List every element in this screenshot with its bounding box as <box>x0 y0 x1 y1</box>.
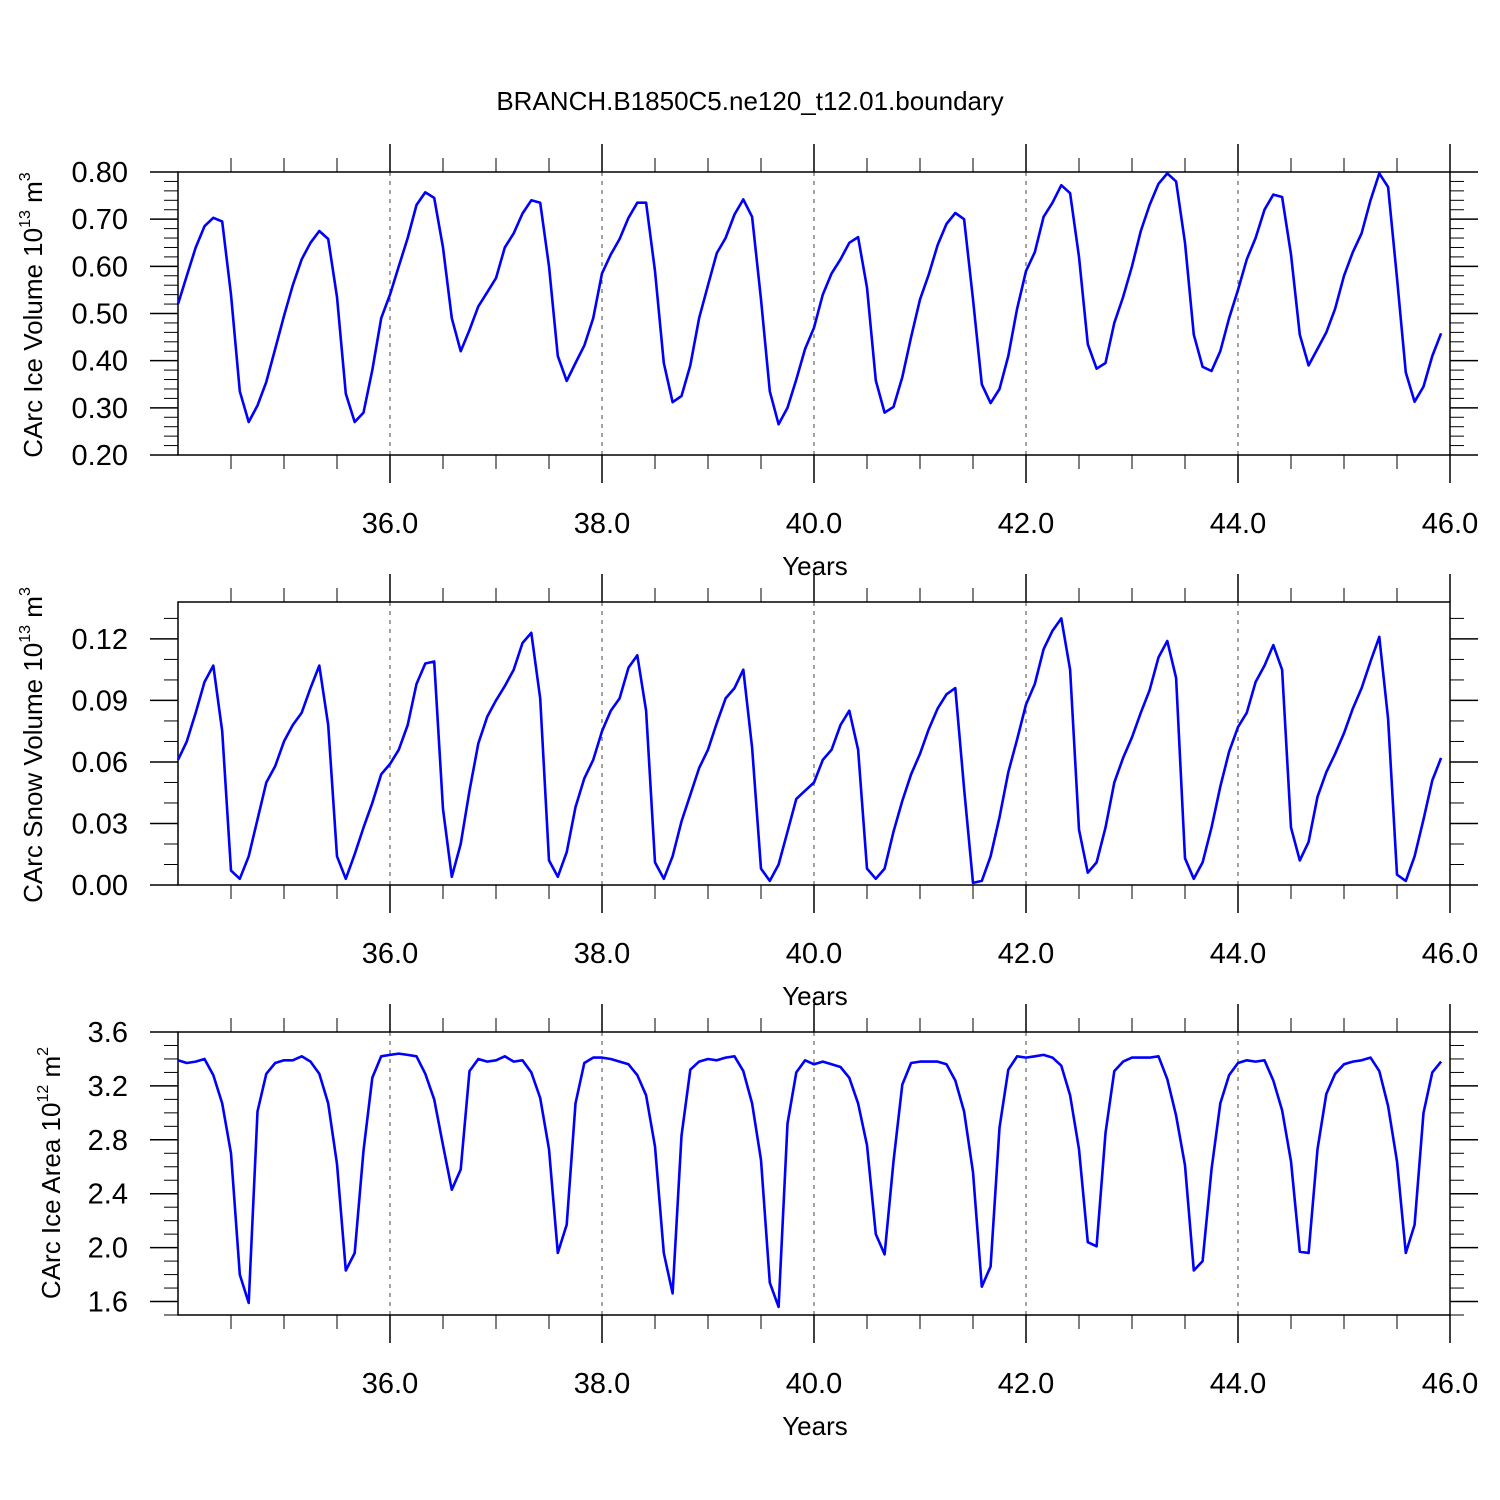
x-tick-label: 36.0 <box>362 938 418 970</box>
x-tick-label: 36.0 <box>362 508 418 540</box>
y-tick-label: 0.06 <box>72 747 128 779</box>
figure-title: BRANCH.B1850C5.ne120_t12.01.boundary <box>496 86 1003 116</box>
y-tick-label: 1.6 <box>88 1287 128 1319</box>
x-tick-label: 38.0 <box>574 938 630 970</box>
y-axis-label: CArc Ice Area 1012 m2 <box>35 1047 66 1299</box>
x-tick-label: 42.0 <box>998 508 1054 540</box>
series-line <box>176 172 1443 426</box>
y-tick-label: 3.2 <box>88 1071 128 1103</box>
panel-ice-area: 1.6 2.0 2.4 2.8 3.2 3.6 36.0 38.0 40.0 42.0 44.0 46… <box>35 1004 1478 1441</box>
x-tick-label: 38.0 <box>574 1368 630 1400</box>
series-line <box>176 617 1443 885</box>
y-tick-label: 2.4 <box>88 1179 128 1211</box>
y-tick-label: 0.60 <box>72 251 128 283</box>
y-tick-label: 0.12 <box>72 624 128 656</box>
y-tick-label: 0.80 <box>72 157 128 189</box>
y-tick-label: 0.03 <box>72 808 128 840</box>
y-tick-label: 0.30 <box>72 393 128 425</box>
y-tick-label: 0.50 <box>72 299 128 331</box>
y-tick-label: 0.20 <box>72 440 128 472</box>
x-axis-label: Years <box>782 981 848 1011</box>
x-tick-label: 42.0 <box>998 938 1054 970</box>
x-tick-label: 46.0 <box>1422 938 1478 970</box>
y-tick-label: 0.00 <box>72 870 128 902</box>
y-tick-label: 2.8 <box>88 1125 128 1157</box>
x-axis-label: Years <box>782 551 848 581</box>
x-tick-label: 46.0 <box>1422 508 1478 540</box>
x-axis-label: Years <box>782 1411 848 1441</box>
x-tick-label: 38.0 <box>574 508 630 540</box>
y-axis-label: CArc Ice Volume 1013 m3 <box>17 172 48 457</box>
x-tick-label: 40.0 <box>786 508 842 540</box>
y-tick-label: 0.09 <box>72 685 128 717</box>
x-tick-label: 40.0 <box>786 938 842 970</box>
panel-snow-volume: 0.00 0.03 0.06 0.09 0.12 36.0 38.0 40.0 42.0 44.0… <box>17 574 1478 1011</box>
y-tick-label: 0.70 <box>72 204 128 236</box>
y-tick-label: 3.6 <box>88 1017 128 1049</box>
x-tick-label: 42.0 <box>998 1368 1054 1400</box>
x-tick-label: 36.0 <box>362 1368 418 1400</box>
y-tick-label: 2.0 <box>88 1233 128 1265</box>
panel-ice-volume: 0.20 0.30 0.40 0.50 0.60 0.70 0.80 36.0 38.0 40.0… <box>17 144 1478 581</box>
x-tick-label: 40.0 <box>786 1368 842 1400</box>
series-line <box>177 1052 1443 1309</box>
x-tick-label: 46.0 <box>1422 1368 1478 1400</box>
x-tick-label: 44.0 <box>1210 1368 1266 1400</box>
y-tick-label: 0.40 <box>72 346 128 378</box>
y-axis-label: CArc Snow Volume 1013 m3 <box>17 587 48 903</box>
x-tick-label: 44.0 <box>1210 508 1266 540</box>
x-tick-label: 44.0 <box>1210 938 1266 970</box>
